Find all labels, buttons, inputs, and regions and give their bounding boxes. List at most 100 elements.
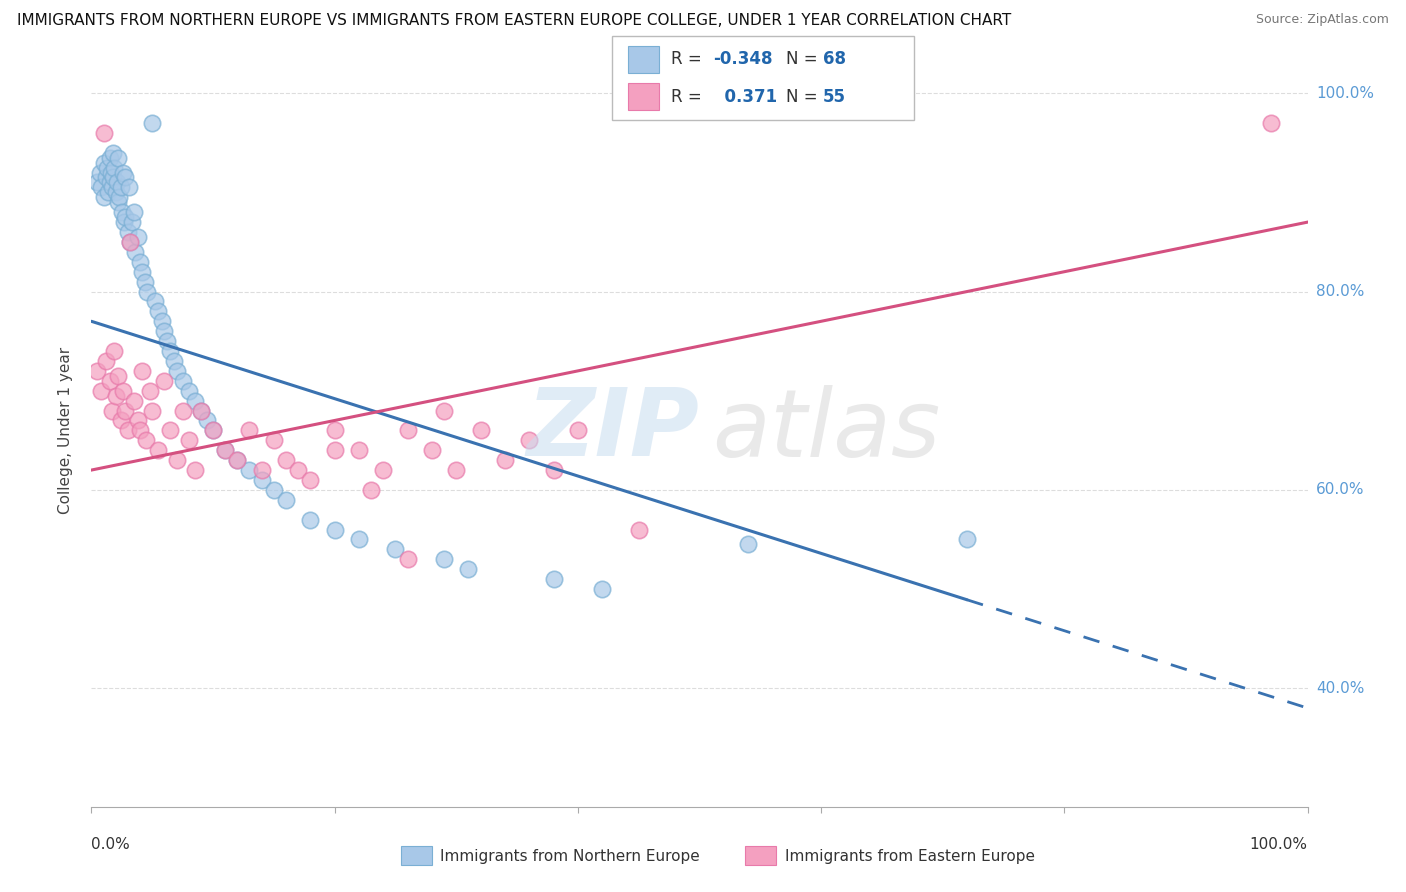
Point <box>347 533 370 547</box>
Point <box>111 384 134 398</box>
Point <box>543 463 565 477</box>
Point <box>134 275 156 289</box>
Point <box>89 165 111 179</box>
Text: 40.0%: 40.0% <box>1316 681 1364 696</box>
Point <box>150 314 173 328</box>
Point <box>107 195 129 210</box>
Text: ZIP: ZIP <box>527 384 699 476</box>
Point <box>444 463 467 477</box>
Point <box>184 463 207 477</box>
Text: Source: ZipAtlas.com: Source: ZipAtlas.com <box>1256 13 1389 27</box>
Point <box>101 403 124 417</box>
Text: Immigrants from Eastern Europe: Immigrants from Eastern Europe <box>785 849 1035 863</box>
Point <box>153 324 176 338</box>
Point <box>93 155 115 169</box>
Point <box>118 180 141 194</box>
Point <box>153 374 176 388</box>
Point <box>166 364 188 378</box>
Point <box>127 413 149 427</box>
Point <box>433 403 456 417</box>
Point <box>110 180 132 194</box>
Point <box>396 424 419 438</box>
Point <box>98 374 121 388</box>
Point <box>131 265 153 279</box>
Point <box>103 145 125 160</box>
Point <box>111 165 134 179</box>
Point <box>238 463 260 477</box>
Text: N =: N = <box>786 87 823 105</box>
Point <box>202 424 225 438</box>
Point <box>627 523 650 537</box>
Point <box>274 453 297 467</box>
Point <box>396 552 419 566</box>
Point <box>159 424 181 438</box>
Point <box>384 542 406 557</box>
Point <box>420 443 443 458</box>
Point <box>591 582 613 596</box>
Point <box>135 434 157 448</box>
Y-axis label: College, Under 1 year: College, Under 1 year <box>58 347 73 514</box>
Text: 55: 55 <box>823 87 845 105</box>
Point <box>250 463 273 477</box>
Point <box>104 389 127 403</box>
Point <box>90 180 112 194</box>
Point <box>190 403 212 417</box>
Point <box>567 424 589 438</box>
Point <box>323 424 346 438</box>
Point <box>105 176 128 190</box>
Point <box>122 393 145 408</box>
Point <box>184 393 207 408</box>
Point <box>129 424 152 438</box>
Point <box>323 523 346 537</box>
Point <box>107 368 129 383</box>
Point <box>136 285 159 299</box>
Point <box>112 215 135 229</box>
Point <box>120 235 142 249</box>
Point <box>114 210 136 224</box>
Text: R =: R = <box>671 87 707 105</box>
Point <box>214 443 236 458</box>
Point <box>226 453 249 467</box>
Text: 68: 68 <box>823 51 845 69</box>
Point <box>287 463 309 477</box>
Point <box>114 403 136 417</box>
Point <box>124 244 146 259</box>
Point <box>114 170 136 185</box>
Point <box>543 572 565 586</box>
Text: 0.0%: 0.0% <box>91 838 131 853</box>
Point <box>470 424 492 438</box>
Point <box>120 235 142 249</box>
Point <box>250 473 273 487</box>
Point <box>172 374 194 388</box>
Point <box>86 364 108 378</box>
Text: 100.0%: 100.0% <box>1250 838 1308 853</box>
Point <box>90 384 112 398</box>
Point <box>494 453 516 467</box>
Point <box>226 453 249 467</box>
Point <box>172 403 194 417</box>
Text: Immigrants from Northern Europe: Immigrants from Northern Europe <box>440 849 700 863</box>
Point <box>110 413 132 427</box>
Point <box>956 533 979 547</box>
Point <box>166 453 188 467</box>
Point <box>517 434 540 448</box>
Point <box>274 492 297 507</box>
Point <box>104 186 127 200</box>
Point <box>94 354 117 368</box>
Point <box>98 151 121 165</box>
Point <box>177 384 200 398</box>
Point <box>93 190 115 204</box>
Point <box>141 116 163 130</box>
Point <box>737 537 759 551</box>
Point <box>98 176 121 190</box>
Point <box>457 562 479 576</box>
Point <box>159 344 181 359</box>
Text: R =: R = <box>671 51 707 69</box>
Point <box>299 473 322 487</box>
Point <box>122 205 145 219</box>
Point <box>156 334 179 348</box>
Point <box>97 186 120 200</box>
Point <box>108 190 131 204</box>
Point <box>107 151 129 165</box>
Point <box>214 443 236 458</box>
